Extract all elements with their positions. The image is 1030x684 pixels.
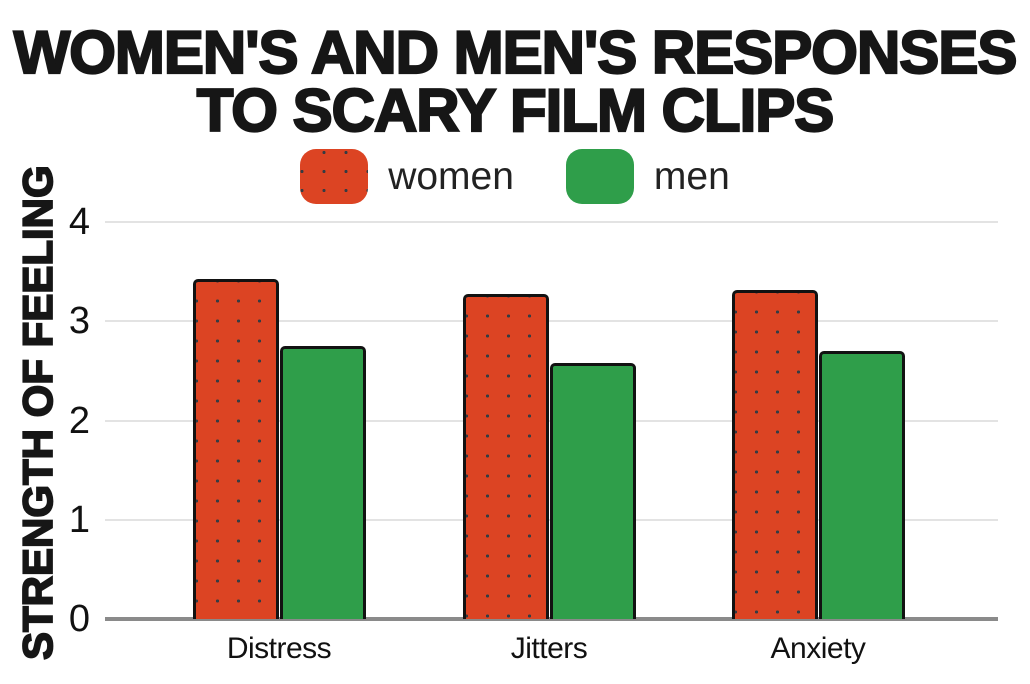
legend-swatch-men-icon <box>565 149 634 204</box>
y-tick-label: 3 <box>68 300 90 343</box>
plot-area <box>105 221 998 621</box>
gridline <box>105 320 998 323</box>
bar-men-distress <box>280 346 366 619</box>
legend: women men <box>0 149 1030 204</box>
x-axis-label: Anxiety <box>770 632 866 665</box>
y-tick-label: 2 <box>68 399 90 442</box>
y-tick-label: 4 <box>68 201 90 243</box>
legend-label-women: women <box>388 155 514 198</box>
legend-swatch-women-icon <box>300 149 369 204</box>
x-axis-label: Distress <box>226 632 332 665</box>
bar-men-anxiety <box>819 351 905 619</box>
bar-women-distress <box>193 278 279 619</box>
bar-men-jitters <box>550 362 636 619</box>
gridline <box>105 221 998 223</box>
chart-title-line-2: TO SCARY FILM CLIPS <box>196 77 836 144</box>
bar-women-jitters <box>463 294 549 619</box>
legend-label-men: men <box>653 155 730 198</box>
x-axis-line <box>105 617 998 621</box>
chart-title-line-1: WOMEN'S AND MEN'S RESPONSES <box>13 19 1019 86</box>
y-tick-label: 1 <box>68 498 90 541</box>
y-tick-label: 0 <box>68 598 90 640</box>
legend-item-women: women <box>300 149 514 204</box>
legend-item-men: men <box>565 149 730 204</box>
bar-women-anxiety <box>732 289 818 619</box>
x-axis-label: Jitters <box>510 632 588 665</box>
